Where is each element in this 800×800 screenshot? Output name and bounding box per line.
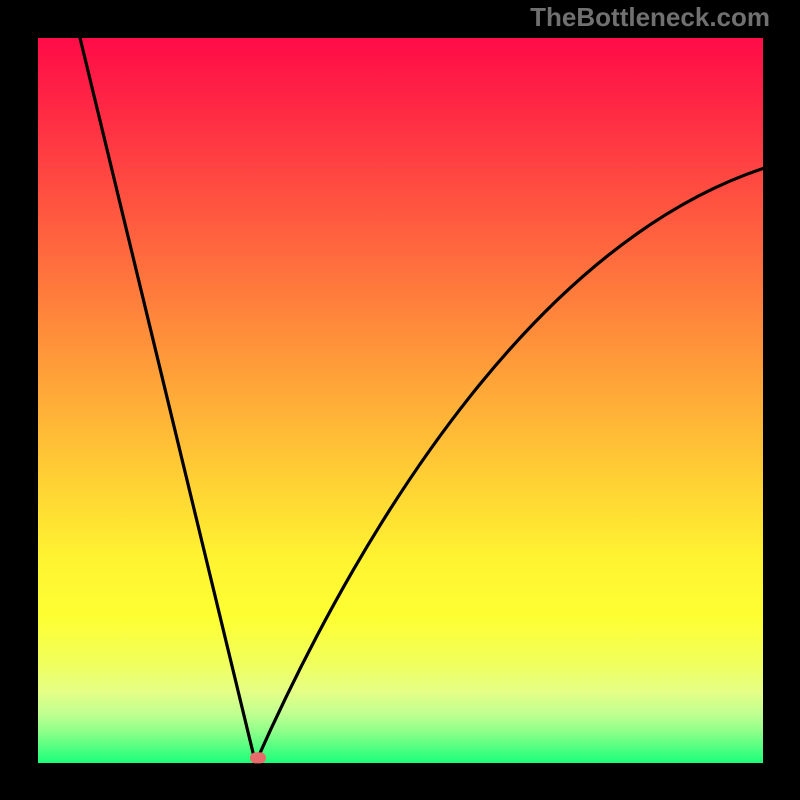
vertex-marker [250,752,266,763]
chart-container: TheBottleneck.com [0,0,800,800]
curve-layer [0,0,800,800]
watermark-text: TheBottleneck.com [530,2,770,33]
bottleneck-curve [80,38,763,763]
